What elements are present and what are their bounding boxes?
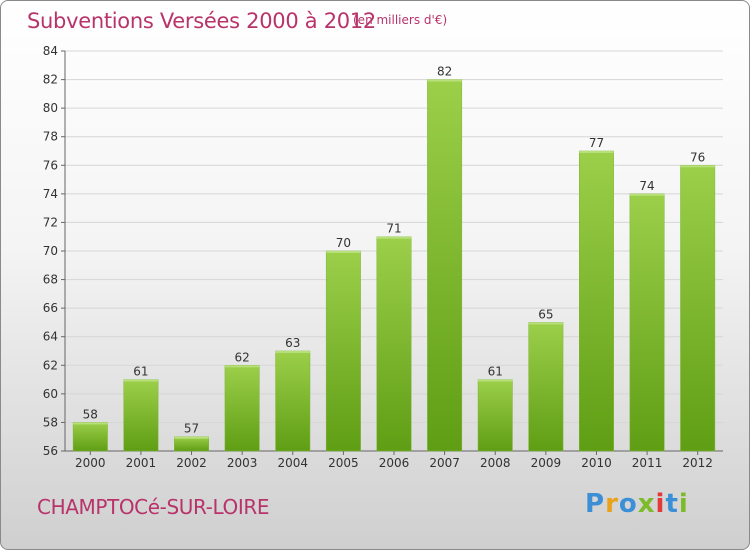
bar-value-label: 61 <box>488 365 503 379</box>
bar-highlight <box>123 379 159 382</box>
bar <box>579 150 614 452</box>
bar-value-label: 70 <box>336 236 351 250</box>
bar <box>224 365 260 452</box>
x-tick-label: 2012 <box>682 456 713 470</box>
bar-highlight <box>174 436 209 439</box>
y-tick-label: 76 <box>43 158 58 172</box>
bar-value-label: 62 <box>235 350 250 364</box>
bar <box>72 422 108 452</box>
labels: 56 58 60 62 64 66 68 70 72 74 76 78 80 82 84 58 2000 61 20… <box>43 44 713 470</box>
bar-highlight <box>224 365 260 368</box>
logo-letter: r <box>605 489 619 519</box>
bar-highlight <box>629 193 665 196</box>
bar-highlight <box>326 251 361 253</box>
bar <box>427 79 463 452</box>
y-tick-label: 84 <box>43 44 58 58</box>
x-tick-label: 2009 <box>531 456 562 470</box>
bars <box>72 79 716 452</box>
bar-value-label: 76 <box>690 150 705 164</box>
bar <box>629 193 665 452</box>
bar <box>123 379 159 452</box>
y-tick-label: 72 <box>43 215 58 229</box>
y-tick-label: 78 <box>43 130 58 144</box>
y-tick-label: 74 <box>43 187 58 201</box>
y-tick-label: 62 <box>43 358 58 372</box>
bar-value-label: 57 <box>184 422 199 436</box>
bar-value-label: 61 <box>133 365 148 379</box>
commune-name: CHAMPTOCé-SUR-LOIRE <box>37 495 270 519</box>
y-tick-label: 64 <box>43 330 58 344</box>
chart-title: Subventions Versées 2000 à 2012 <box>27 9 376 33</box>
x-tick-label: 2004 <box>277 456 308 470</box>
y-tick-label: 66 <box>43 301 58 315</box>
y-tick-label: 82 <box>43 73 58 87</box>
bar-highlight <box>275 351 310 353</box>
bar-value-label: 65 <box>538 307 553 321</box>
proxiti-logo: Proxiti <box>585 489 689 519</box>
bar-value-label: 71 <box>386 222 401 236</box>
bar <box>477 379 513 452</box>
bar-value-label: 77 <box>589 136 604 150</box>
logo-letter: x <box>637 489 656 519</box>
y-tick-label: 68 <box>43 273 58 287</box>
bar <box>376 236 412 452</box>
x-tick-label: 2001 <box>126 456 157 470</box>
bar-highlight <box>427 79 462 82</box>
x-tick-label: 2008 <box>480 456 511 470</box>
bar <box>174 436 209 452</box>
chart-subtitle: (en milliers d'€) <box>353 13 448 27</box>
bar-highlight <box>680 165 715 168</box>
bar-highlight <box>73 422 108 425</box>
bar <box>528 322 564 452</box>
logo-letter: i <box>655 489 666 519</box>
x-tick-label: 2006 <box>379 456 410 470</box>
bar <box>325 250 361 452</box>
logo-letter: o <box>618 489 638 519</box>
y-tick-label: 58 <box>43 415 58 429</box>
bar-value-label: 82 <box>437 65 452 79</box>
bar-highlight <box>478 379 513 382</box>
x-tick-label: 2005 <box>328 456 359 470</box>
y-tick-label: 70 <box>43 244 58 258</box>
x-tick-label: 2003 <box>227 456 258 470</box>
y-tick-label: 80 <box>43 101 58 115</box>
logo-letter: t <box>665 489 679 519</box>
bar-value-label: 63 <box>285 336 300 350</box>
bar-highlight <box>376 236 412 239</box>
y-tick-label: 56 <box>43 444 58 458</box>
x-tick-label: 2000 <box>75 456 106 470</box>
x-tick-label: 2010 <box>581 456 612 470</box>
bar-value-label: 74 <box>639 179 654 193</box>
bar <box>275 350 311 452</box>
x-tick-label: 2007 <box>429 456 460 470</box>
x-tick-label: 2002 <box>176 456 207 470</box>
bar-highlight <box>528 322 564 325</box>
logo-letter: i <box>678 489 689 519</box>
x-tick-label: 2011 <box>632 456 663 470</box>
logo-letter: P <box>585 489 606 519</box>
y-tick-label: 60 <box>43 387 58 401</box>
bar-highlight <box>579 151 614 153</box>
bar-value-label: 58 <box>83 407 98 421</box>
bar <box>680 165 716 452</box>
